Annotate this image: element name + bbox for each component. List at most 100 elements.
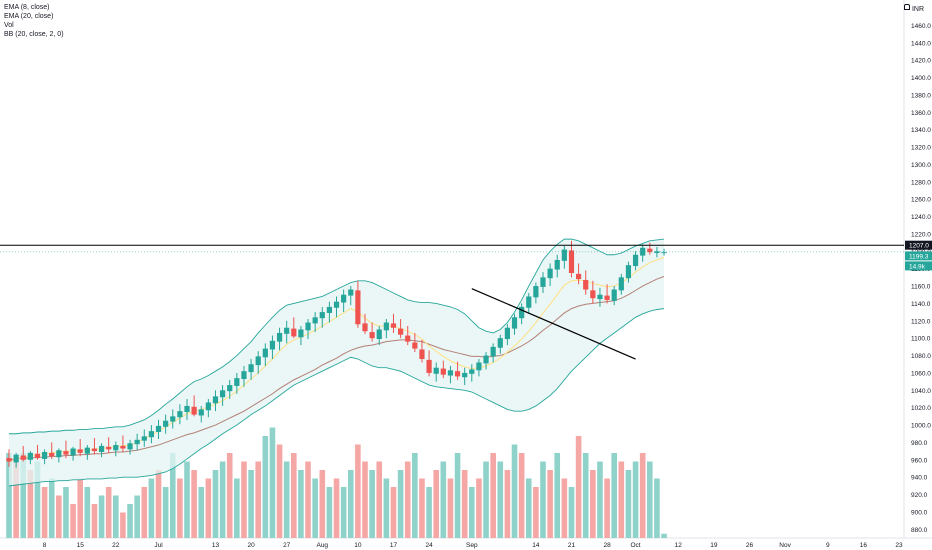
candle-body <box>576 273 582 280</box>
candle-body <box>511 317 518 329</box>
price-tick-label: 1300.0 <box>911 162 931 169</box>
volume-bar <box>639 453 646 538</box>
candle-body <box>632 254 639 267</box>
price-tick-label: 1140.0 <box>911 301 931 308</box>
volume-bar <box>376 461 383 538</box>
candle-body <box>269 340 276 350</box>
candle-body <box>469 369 475 374</box>
candle-body <box>412 342 418 349</box>
price-tick-label: 940.0 <box>911 475 928 482</box>
candle-body <box>654 251 660 254</box>
candle-body <box>526 296 532 308</box>
volume-bar <box>134 495 140 538</box>
candle-body <box>127 443 133 450</box>
candle-body <box>647 248 653 253</box>
bb-lower-line <box>8 308 665 487</box>
candle-body <box>348 289 354 296</box>
last-price-label-bg <box>905 251 932 261</box>
candle-body <box>198 409 204 416</box>
candle-body <box>604 295 610 300</box>
time-tick-label: Sep <box>466 542 478 549</box>
candle-body <box>34 453 41 459</box>
candle-body <box>248 364 254 373</box>
candle-body <box>227 385 233 392</box>
time-axis[interactable]: 8 15 22 Jul 13 20 27 Aug 10 17 24 Sep 14 21 28 Oct 12 19 2… <box>43 542 903 549</box>
volume-bar <box>469 487 475 538</box>
candle-body <box>590 290 596 299</box>
price-tick-label: 1460.0 <box>911 23 931 30</box>
legend-bb[interactable]: BB (20, close, 2, 0) <box>4 31 64 38</box>
volume-bar <box>205 478 212 538</box>
volume-bar <box>504 470 511 538</box>
price-tick-label: 1380.0 <box>911 92 931 99</box>
volume-bar <box>404 461 411 538</box>
volume-bar <box>412 453 418 538</box>
candle-body <box>483 355 489 364</box>
volume-bar <box>141 487 148 538</box>
volume-bar <box>611 453 617 538</box>
volume-bar <box>27 470 34 538</box>
time-tick-label: 17 <box>390 542 398 549</box>
price-tick-label: 1020.0 <box>911 405 931 412</box>
candle-body <box>120 445 126 449</box>
currency-label: INR <box>903 4 924 13</box>
candle-body <box>312 317 318 324</box>
volume-bar <box>226 453 233 538</box>
volume-bar <box>113 495 119 538</box>
volume-bar <box>597 461 603 538</box>
volume-bar <box>654 478 660 538</box>
volume-bar <box>568 487 575 538</box>
price-tick-label: 960.0 <box>911 457 928 464</box>
volume-bar <box>647 461 653 538</box>
candle-body <box>13 454 19 463</box>
candle-body <box>490 346 496 357</box>
volume-bar <box>120 512 126 538</box>
volume-bar <box>575 436 582 538</box>
time-tick-label: Nov <box>779 542 791 549</box>
candle-body <box>291 328 297 337</box>
volume-bar <box>41 487 48 538</box>
candle-body <box>355 290 361 325</box>
volume-bar <box>525 478 532 538</box>
volume-bar <box>262 436 269 538</box>
time-tick-label: 16 <box>860 542 868 549</box>
candle-body <box>568 250 575 273</box>
candle-body <box>98 445 105 452</box>
legend-ema20[interactable]: EMA (20, close) <box>4 13 54 20</box>
candle-body <box>540 277 546 287</box>
candle-body <box>234 378 240 386</box>
time-tick-label: 26 <box>746 542 754 549</box>
volume-bar <box>483 461 489 538</box>
volume-bar <box>177 478 183 538</box>
volume-bar <box>511 444 518 538</box>
ema20-line <box>8 276 665 461</box>
volume-bar <box>390 487 397 538</box>
volume-bar <box>13 461 19 538</box>
volume-bar <box>518 453 525 538</box>
price-tick-label: 1220.0 <box>911 231 931 238</box>
price-tick-label: 1040.0 <box>911 388 931 395</box>
candle-body <box>134 439 140 445</box>
volume-bar <box>56 495 62 538</box>
volume-bar <box>326 487 333 538</box>
volume-bar <box>333 478 340 538</box>
candle-body <box>618 277 624 291</box>
candle-body <box>376 329 382 340</box>
candle-body <box>561 249 567 261</box>
candle-body <box>170 416 176 422</box>
volume-bar <box>347 470 354 538</box>
last-price-label: 1199.3 <box>909 253 929 260</box>
legend-ema8[interactable]: EMA (8, close) <box>4 4 50 11</box>
legend-vol[interactable]: Vol <box>4 22 14 29</box>
indicator-legend: EMA (8, close) EMA (20, close) Vol BB (2… <box>4 3 64 39</box>
price-tick-label: 1060.0 <box>911 370 931 377</box>
candle-body <box>84 447 90 454</box>
candles[interactable] <box>6 240 667 468</box>
trendline <box>471 288 636 360</box>
price-axis[interactable]: 880.0 900.0 920.0 940.0 960.0 980.0 1000.0 1020… <box>905 23 932 534</box>
resistance-price-label: 1207.0 <box>909 243 929 250</box>
volume-bar <box>63 487 69 538</box>
price-tick-label: 900.0 <box>911 509 928 516</box>
candle-body <box>341 294 347 303</box>
